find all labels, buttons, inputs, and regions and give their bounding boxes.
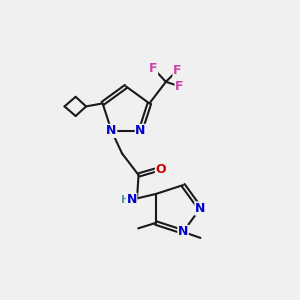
- Text: H: H: [121, 195, 130, 205]
- Text: N: N: [106, 124, 117, 137]
- Text: F: F: [149, 62, 158, 75]
- Text: N: N: [127, 194, 137, 206]
- Text: F: F: [175, 80, 184, 93]
- Text: N: N: [195, 202, 205, 215]
- Text: F: F: [173, 64, 182, 77]
- Text: N: N: [135, 124, 146, 137]
- Text: N: N: [178, 225, 188, 239]
- Text: O: O: [155, 163, 166, 176]
